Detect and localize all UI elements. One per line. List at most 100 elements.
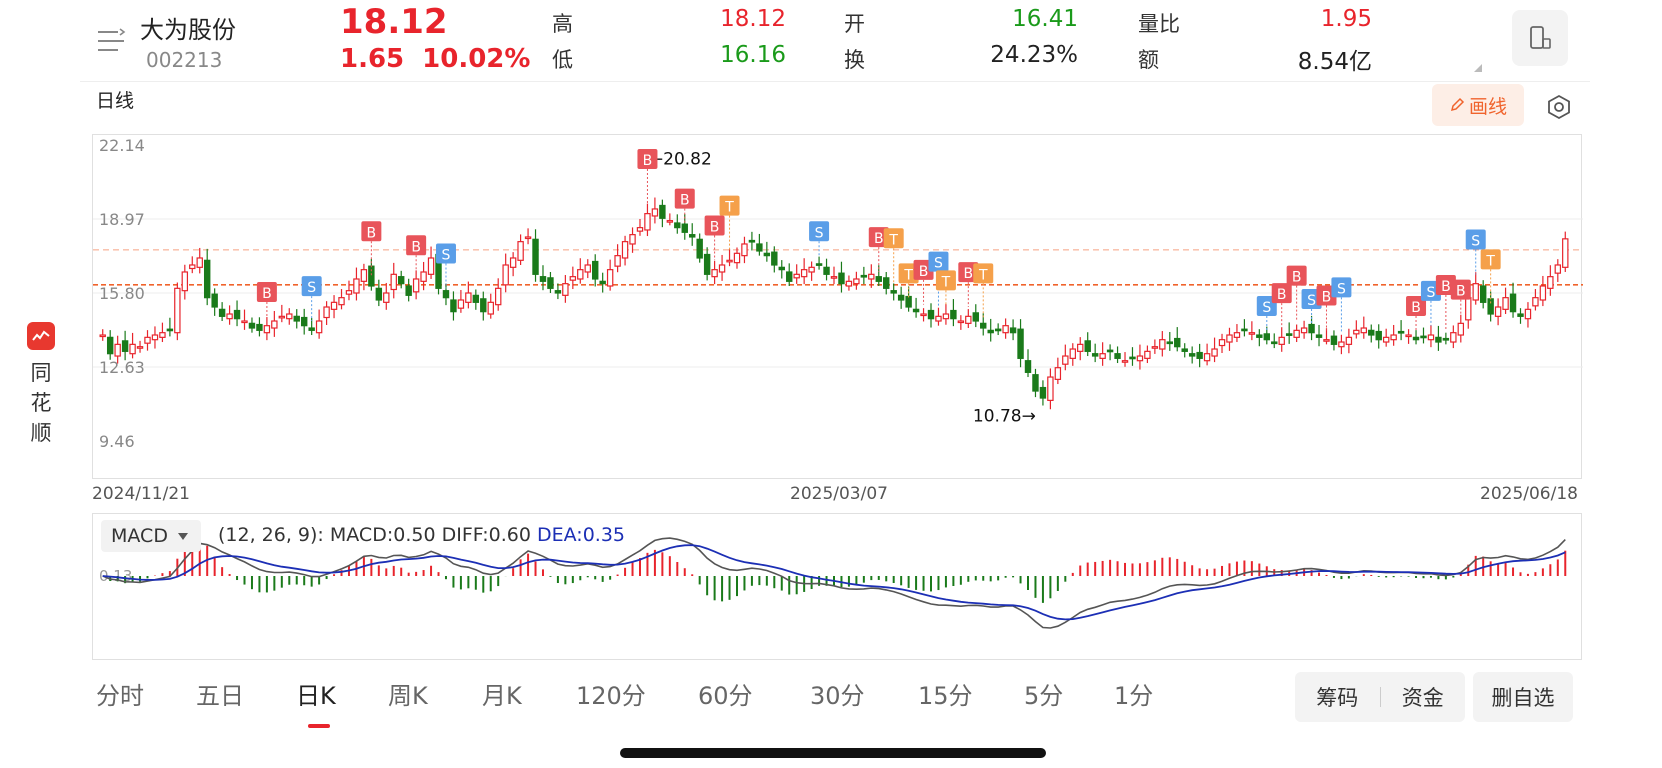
candle-body xyxy=(920,313,927,317)
tab-5min[interactable]: 5分 xyxy=(1024,682,1064,710)
y-tick-label: 22.14 xyxy=(99,136,145,155)
signal-flag: S xyxy=(435,243,456,289)
y-tick-label: 18.97 xyxy=(99,210,145,229)
candle-body xyxy=(495,287,502,306)
candle-body xyxy=(1084,340,1091,352)
signal-flag: B xyxy=(704,215,725,261)
candle-body xyxy=(1539,285,1547,301)
stock-name: 大为股份 xyxy=(140,16,236,44)
chart-settings-button[interactable] xyxy=(1544,92,1574,122)
draw-line-button[interactable]: 画线 xyxy=(1432,84,1524,126)
open-label: 开 xyxy=(844,12,865,36)
candle-body xyxy=(248,322,256,329)
candle-body xyxy=(532,238,539,275)
candle-body xyxy=(1517,313,1524,317)
chips-button[interactable]: 筹码 xyxy=(1316,686,1359,710)
candle-body xyxy=(830,276,838,279)
candle-body xyxy=(1479,285,1487,303)
tab-30min[interactable]: 30分 xyxy=(810,682,865,710)
signal-flag: S xyxy=(1465,229,1486,275)
tab-timeshare[interactable]: 分时 xyxy=(96,682,144,710)
tab-weekly-k[interactable]: 周K xyxy=(388,682,428,710)
candle-body xyxy=(890,290,897,294)
candle-body xyxy=(726,259,733,263)
high-label: 高 xyxy=(552,12,573,36)
open-value: 16.41 xyxy=(1012,6,1078,32)
volume-ratio-value: 1.95 xyxy=(1320,6,1372,32)
candle-body xyxy=(636,227,644,232)
candle-body xyxy=(659,204,666,219)
brand-sidebar[interactable]: 同 花 顺 xyxy=(26,322,56,448)
indicator-select[interactable]: MACD xyxy=(101,520,201,552)
candle-body xyxy=(1293,329,1300,338)
candle-body xyxy=(114,343,121,357)
candle-body xyxy=(383,292,390,303)
candle-body xyxy=(800,269,808,278)
diff-label: DIFF: xyxy=(441,524,489,546)
amount-value: 8.54亿 xyxy=(1297,49,1372,75)
macd-value: 0.50 xyxy=(393,524,436,546)
change-percent: 10.02% xyxy=(422,44,531,74)
signal-flag-text: S xyxy=(1262,300,1271,316)
date-label-start: 2024/11/21 xyxy=(92,484,190,504)
candle-body xyxy=(1330,335,1338,345)
diff-line xyxy=(102,537,1566,629)
period-label: 日线 xyxy=(96,90,135,112)
expand-corner-icon[interactable] xyxy=(1474,64,1482,72)
dea-value: 0.35 xyxy=(582,524,625,546)
candle-body xyxy=(420,271,427,282)
brand-char-3: 顺 xyxy=(30,421,52,445)
tab-60min[interactable]: 60分 xyxy=(698,682,753,710)
candle-body xyxy=(524,236,532,240)
candle-body xyxy=(674,222,681,229)
tab-five-day[interactable]: 五日 xyxy=(196,682,244,710)
delete-watchlist-button[interactable]: 删自选 xyxy=(1473,672,1573,722)
candle-body xyxy=(1509,293,1517,313)
indicator-select-label: MACD xyxy=(111,525,168,547)
signal-flag: B xyxy=(637,148,658,205)
signal-flag-text: B xyxy=(964,266,974,282)
candle-body xyxy=(1457,322,1465,336)
macd-svg: 0.13 xyxy=(99,535,1567,629)
kline-chart[interactable]: 22.14 18.97 15.80 12.63 9.46 ←20.82 10.78→ B S B B… xyxy=(92,134,1583,479)
signal-flag-text: S xyxy=(442,247,451,263)
candle-body xyxy=(1188,353,1196,357)
funds-button[interactable]: 资金 xyxy=(1401,686,1444,710)
candle-body xyxy=(1450,332,1457,343)
candle-body xyxy=(1017,328,1024,359)
menu-icon[interactable] xyxy=(96,28,126,54)
candle-body xyxy=(375,287,383,301)
candle-body xyxy=(502,264,509,286)
home-indicator[interactable] xyxy=(620,748,1046,758)
last-price: 18.12 xyxy=(340,2,448,42)
low-value: 16.16 xyxy=(720,42,786,68)
signal-flag-text: T xyxy=(1485,253,1495,269)
low-label: 低 xyxy=(552,48,573,72)
candle-body xyxy=(592,260,599,280)
candle-body xyxy=(897,294,905,301)
candle-body xyxy=(412,278,420,293)
signal-flag-box xyxy=(301,276,322,297)
tab-daily-k[interactable]: 日K xyxy=(296,682,336,710)
rotate-screen-button[interactable] xyxy=(1512,10,1568,66)
hexagon-settings-icon xyxy=(1548,94,1570,120)
tab-1min[interactable]: 1分 xyxy=(1114,682,1154,710)
tab-120min[interactable]: 120分 xyxy=(576,682,646,710)
candle-body xyxy=(741,243,748,257)
macd-chart[interactable]: 0.13 xyxy=(92,513,1582,660)
macd-y-tick: 0.13 xyxy=(99,567,132,585)
candle-body xyxy=(711,269,718,278)
high-value: 18.12 xyxy=(720,6,786,32)
tab-15min[interactable]: 15分 xyxy=(918,682,973,710)
candle-body xyxy=(1345,336,1353,345)
signal-flag-text: S xyxy=(307,280,316,296)
candle-body xyxy=(1405,334,1412,338)
candle-body xyxy=(1009,327,1017,334)
candle-body xyxy=(771,251,778,266)
candle-body xyxy=(457,299,465,309)
candle-body xyxy=(1360,327,1368,334)
ths-logo-icon xyxy=(27,322,55,350)
tab-monthly-k[interactable]: 月K xyxy=(482,682,522,710)
candle-body xyxy=(606,269,614,287)
